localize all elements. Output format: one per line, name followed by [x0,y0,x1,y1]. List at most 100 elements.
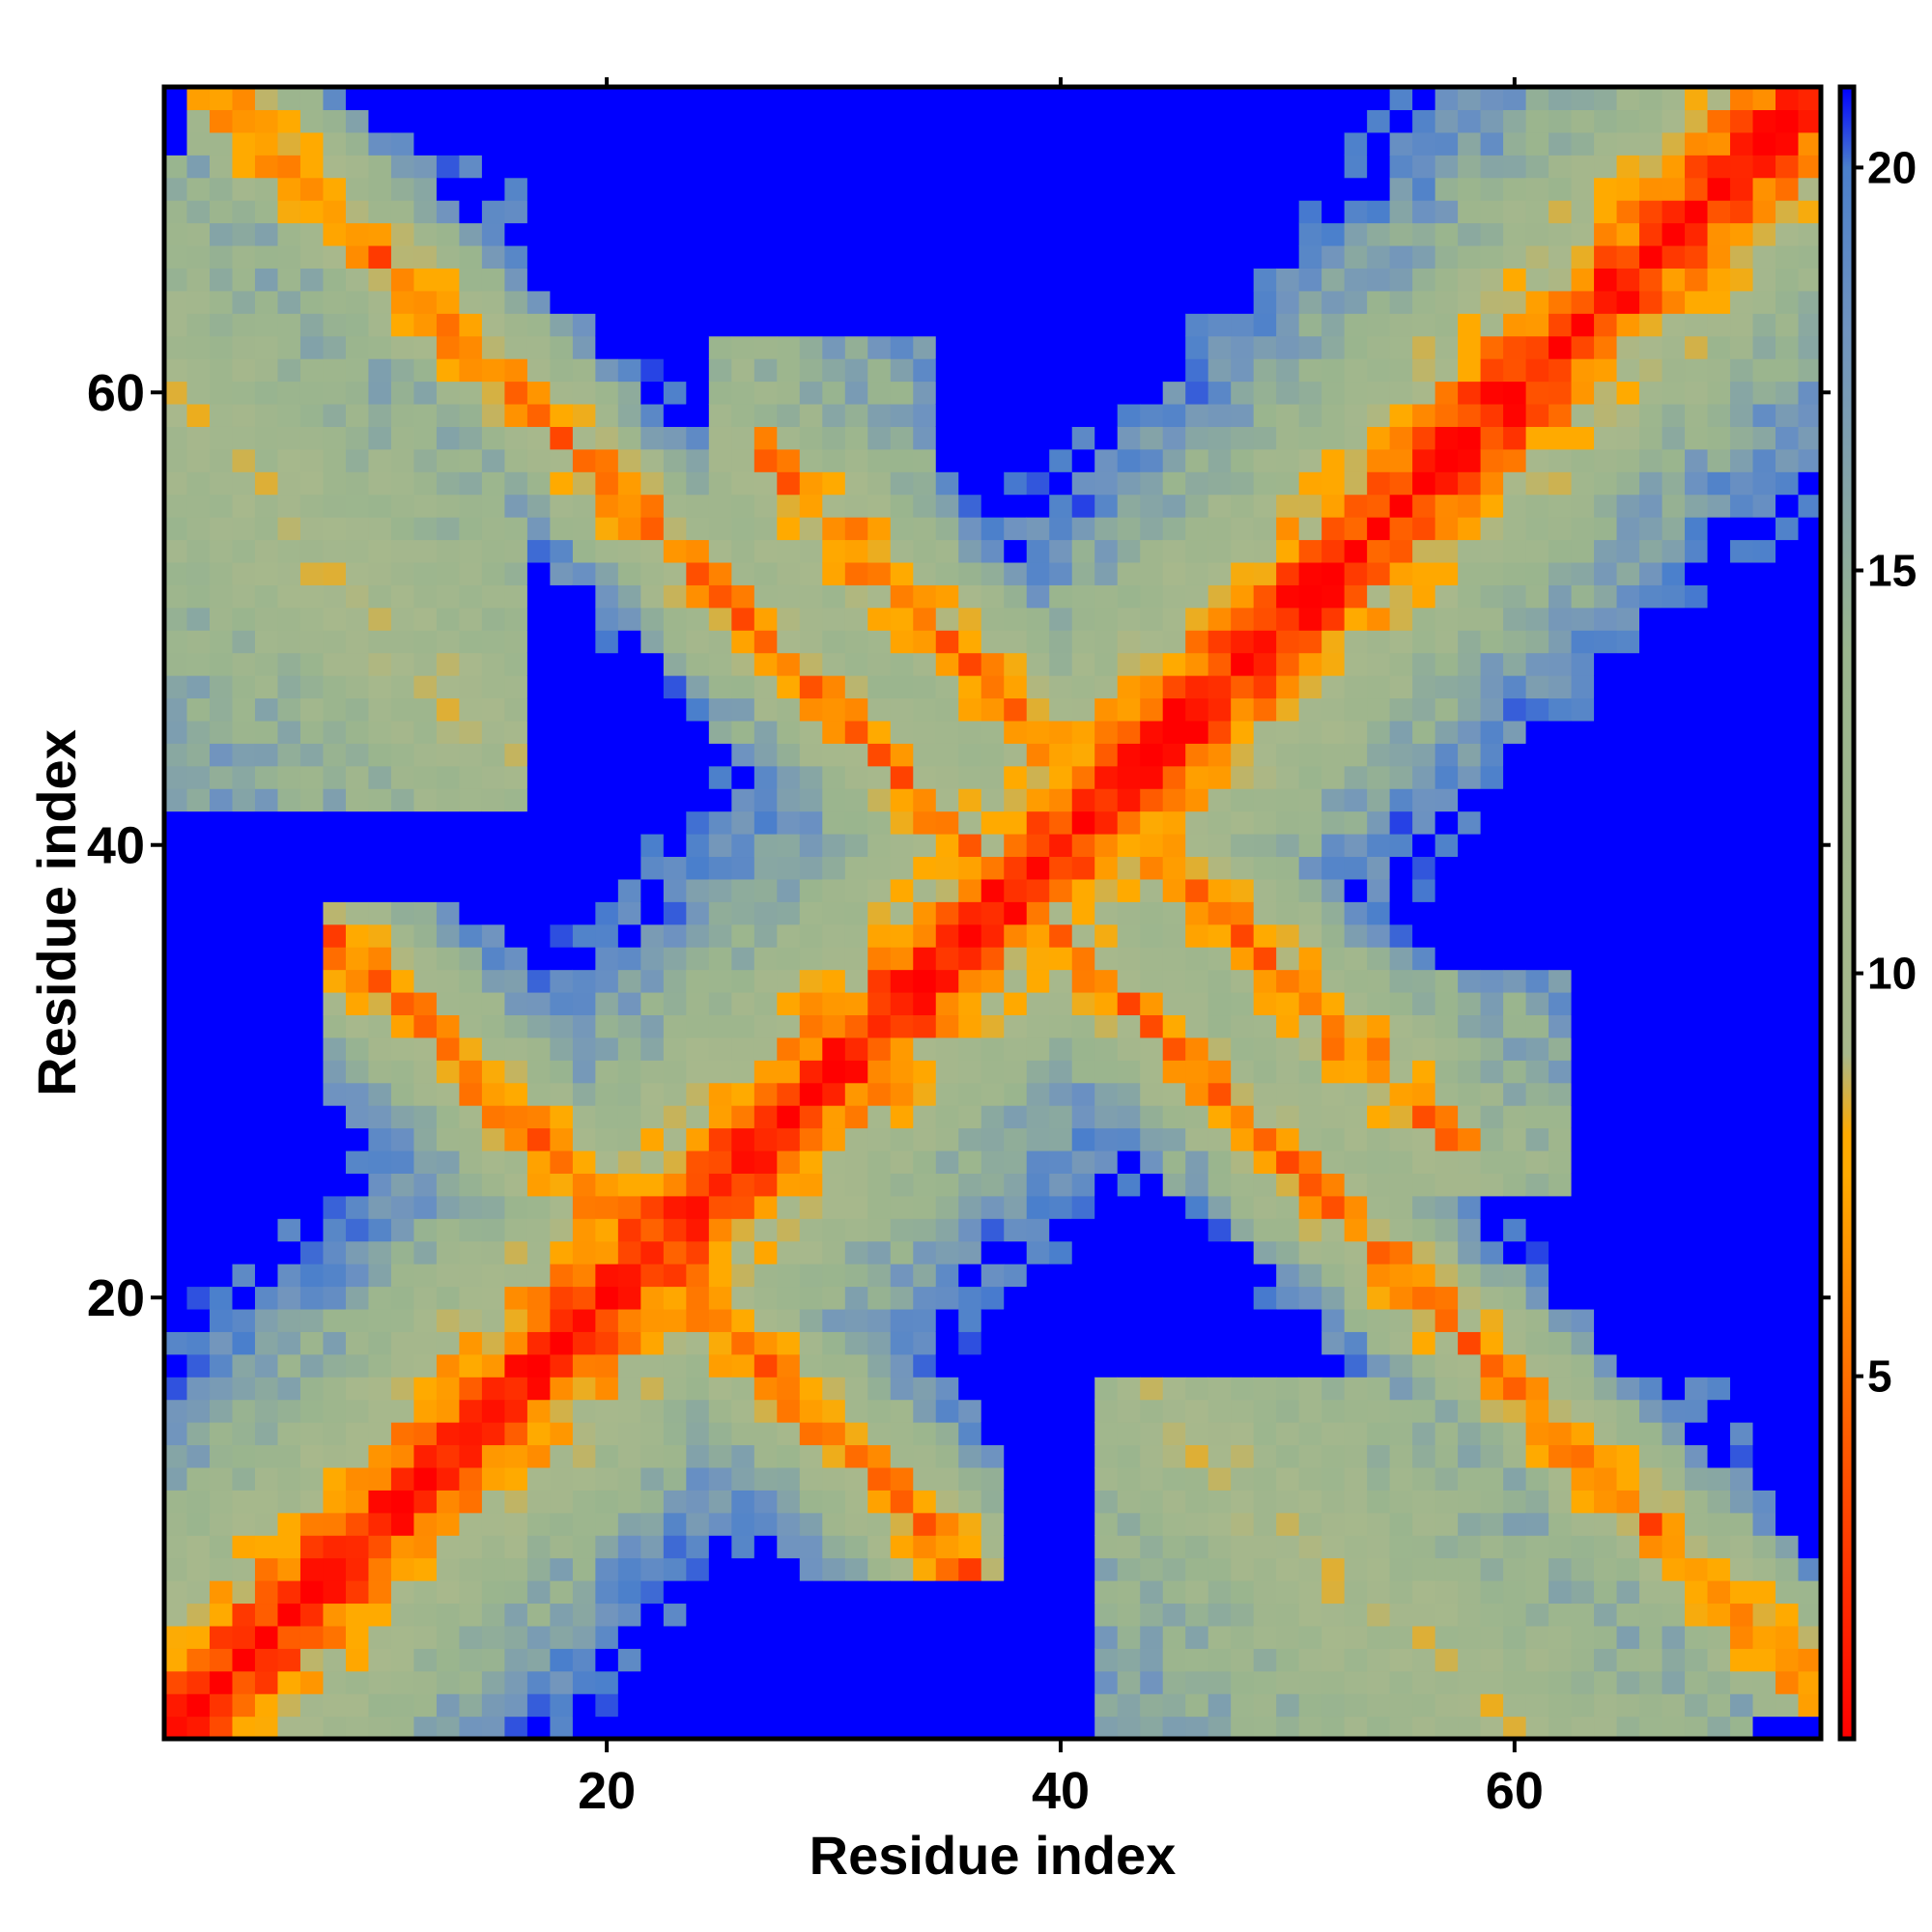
heatmap-cell [753,244,778,269]
heatmap-cell [980,1693,1005,1718]
heatmap-cell [1344,1150,1368,1174]
heatmap-cell [390,177,415,201]
heatmap-cell [1185,1466,1209,1491]
heatmap-cell [459,1218,483,1242]
heatmap-cell [753,1535,778,1559]
heatmap-cell [1662,1105,1686,1129]
heatmap-cell [663,1490,687,1514]
heatmap-cell [277,923,301,948]
heatmap-cell [777,1444,801,1468]
heatmap-cell [572,426,596,450]
heatmap-cell [232,720,256,744]
heatmap-cell [844,901,868,925]
heatmap-cell [1253,1603,1277,1627]
heatmap-cell [1298,969,1322,993]
heatmap-cell [1253,630,1277,654]
heatmap-cell [1185,561,1209,585]
heatmap-cell [1571,1082,1595,1106]
heatmap-cell [1458,1716,1482,1740]
heatmap-cell [1458,584,1482,609]
heatmap-cell [1525,743,1549,767]
heatmap-cell [753,539,778,563]
heatmap-cell [323,517,347,541]
heatmap-cell [1117,426,1141,450]
heatmap-cell [413,991,438,1016]
heatmap-cell [345,561,370,585]
heatmap-cell [1412,1173,1436,1197]
heatmap-cell [1321,675,1346,699]
heatmap-cell [481,652,505,676]
heatmap-cell [1185,1286,1209,1310]
heatmap-cell [686,630,710,654]
heatmap-cell [368,923,392,948]
heatmap-cell [1389,268,1413,292]
heatmap-cell [481,1264,505,1288]
heatmap-cell [1639,1670,1663,1694]
heatmap-cell [1435,788,1459,812]
heatmap-cell [935,1060,959,1084]
heatmap-cell [459,358,483,383]
heatmap-cell [1071,1557,1095,1581]
heatmap-cell [708,1173,732,1197]
heatmap-cell [617,381,641,405]
heatmap-cell [822,1173,846,1197]
heatmap-cell [1412,222,1436,246]
heatmap-cell [1276,448,1300,472]
heatmap-cell [1503,448,1527,472]
heatmap-cell [890,1308,914,1332]
heatmap-cell [822,1331,846,1355]
heatmap-cell [1094,969,1119,993]
heatmap-cell [164,1353,188,1378]
heatmap-cell [1253,517,1277,541]
heatmap-cell [708,403,732,427]
heatmap-cell [1480,878,1504,902]
heatmap-cell [1117,630,1141,654]
heatmap-cell [1071,1037,1095,1061]
heatmap-cell [799,743,823,767]
heatmap-cell [890,381,914,405]
heatmap-cell [254,403,279,427]
heatmap-cell [368,448,392,472]
heatmap-cell [1367,1580,1391,1605]
heatmap-cell [1571,1422,1595,1446]
heatmap-cell [413,561,438,585]
heatmap-cell [1094,1535,1119,1559]
heatmap-cell [413,87,438,111]
heatmap-cell [617,1422,641,1446]
heatmap-cell [368,1353,392,1378]
heatmap-cell [390,1422,415,1446]
heatmap-cell [1435,923,1459,948]
heatmap-cell [1004,1264,1028,1288]
heatmap-cell [867,1466,892,1491]
heatmap-cell [1594,923,1618,948]
heatmap-cell [1616,878,1640,902]
heatmap-cell [1662,1580,1686,1605]
heatmap-cell [1412,901,1436,925]
heatmap-cell [299,200,325,224]
heatmap-cell [1117,743,1141,767]
heatmap-cell [1049,222,1073,246]
heatmap-cell [1503,109,1527,133]
heatmap-cell [1049,607,1073,631]
heatmap-cell [209,1240,234,1264]
heatmap-cell [1435,765,1459,789]
heatmap-cell [164,1580,188,1605]
heatmap-cell [1412,584,1436,609]
heatmap-cell [1548,1716,1573,1740]
heatmap-cell [1662,222,1686,246]
heatmap-cell [299,1648,325,1672]
heatmap-cell [1525,1060,1549,1084]
heatmap-cell [595,1150,619,1174]
heatmap-cell [1571,810,1595,835]
heatmap-cell [1707,1105,1731,1129]
heatmap-cell [1412,561,1436,585]
heatmap-cell [1208,991,1232,1016]
heatmap-cell [935,155,959,179]
heatmap-cell [1458,743,1482,767]
heatmap-cell [254,335,279,359]
heatmap-cell [958,1353,982,1378]
heatmap-cell [867,1535,892,1559]
heatmap-cell [731,517,755,541]
heatmap-cell [753,381,778,405]
heatmap-cell [254,109,279,133]
